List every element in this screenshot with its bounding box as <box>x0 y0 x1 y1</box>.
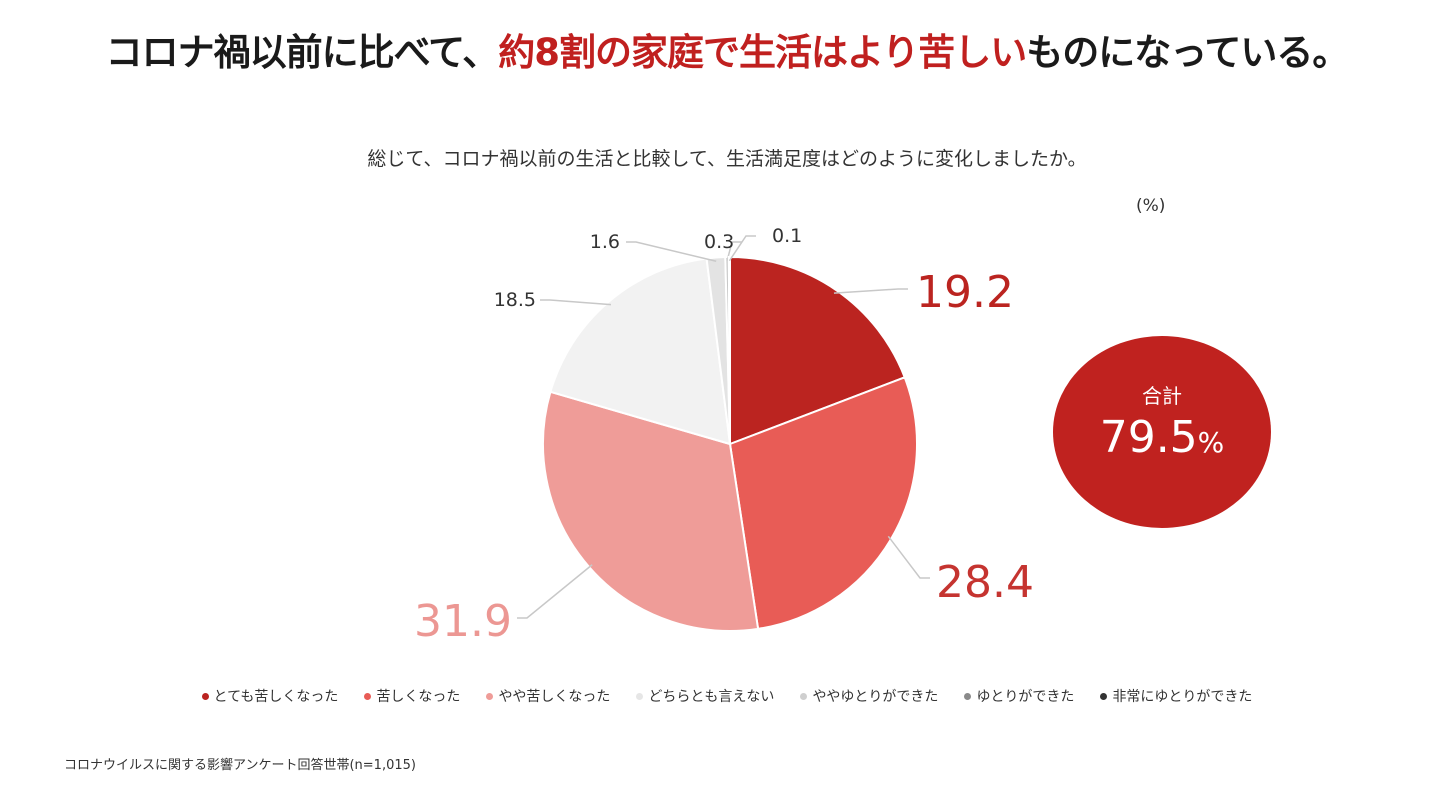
legend-dot-icon <box>1100 692 1108 700</box>
total-value-wrap: 79.5% <box>1053 412 1271 463</box>
unit-label: (%) <box>1136 196 1166 216</box>
headline: コロナ禍以前に比べて、約8割の家庭で生活はより苦しいものになっている。 <box>0 22 1454 76</box>
slice-value-label-3: 31.9 <box>414 596 512 647</box>
headline-part1: コロナ禍以前に比べて、 <box>105 31 500 74</box>
slice-value-label-2: 28.4 <box>936 557 1034 608</box>
total-label: 合計 <box>1142 384 1182 408</box>
headline-part3: ものになっている。 <box>1026 31 1349 74</box>
legend-item-5: ややゆとりができた <box>800 686 938 706</box>
pie-slice-1 <box>729 255 907 446</box>
slice-value-label-4: 18.5 <box>494 289 536 311</box>
headline-highlight: 約8割の家庭で生活はより苦しい <box>498 31 1027 74</box>
legend-item-2: 苦しくなった <box>364 686 460 706</box>
legend-dot-icon <box>201 692 209 700</box>
legend-item-4: どちらとも言えない <box>636 686 774 706</box>
leader-line-6 <box>726 241 742 261</box>
leader-line-1 <box>833 288 908 294</box>
slice-value-label-5: 1.6 <box>590 231 620 253</box>
total-unit: % <box>1197 426 1225 459</box>
legend-label: ややゆとりができた <box>812 689 939 705</box>
pie-chart: 19.2 28.4 31.9 18.5 1.6 0.3 0.1 <box>414 225 1034 647</box>
legend-label: やや苦しくなった <box>498 689 611 705</box>
legend-dot-icon <box>964 692 972 700</box>
legend-label: とても苦しくなった <box>213 689 339 705</box>
source-note: コロナウイルスに関する影響アンケート回答世帯(n=1,015) <box>64 758 416 773</box>
pie-slice-7 <box>727 255 731 445</box>
legend-dot-icon <box>800 692 808 700</box>
chart-question: 総じて、コロナ禍以前の生活と比較して、生活満足度はどのように変化しましたか。 <box>367 148 1087 170</box>
legend-dot-icon <box>364 692 372 700</box>
legend-label: ゆとりができた <box>976 689 1075 705</box>
legend-item-1: とても苦しくなった <box>201 686 339 706</box>
leader-line-2 <box>887 535 930 579</box>
leader-line-4 <box>540 299 612 306</box>
legend-dot-icon <box>486 692 494 700</box>
total-badge: 合計 79.5% <box>1053 336 1271 528</box>
leader-line-7 <box>728 235 756 262</box>
legend: とても苦しくなった 苦しくなった やや苦しくなった どちらとも言えない ややゆとりができ… <box>0 686 1454 706</box>
slice-value-label-6: 0.3 <box>704 231 734 253</box>
legend-label: 苦しくなった <box>376 689 461 705</box>
total-value: 79.5 <box>1099 412 1198 463</box>
pie-slice-4 <box>549 257 732 446</box>
slice-value-label-7: 0.1 <box>772 225 802 247</box>
leader-line-5 <box>626 241 717 262</box>
slice-value-label-1: 19.2 <box>916 267 1014 318</box>
legend-item-3: やや苦しくなった <box>486 686 610 706</box>
legend-item-7: 非常にゆとりができた <box>1100 686 1252 706</box>
legend-dot-icon <box>636 692 644 700</box>
leader-line-3 <box>517 564 593 619</box>
legend-label: 非常にゆとりができた <box>1112 689 1253 705</box>
legend-item-6: ゆとりができた <box>964 686 1074 706</box>
legend-label: どちらとも言えない <box>648 689 775 705</box>
pie-slice-2 <box>728 376 918 631</box>
